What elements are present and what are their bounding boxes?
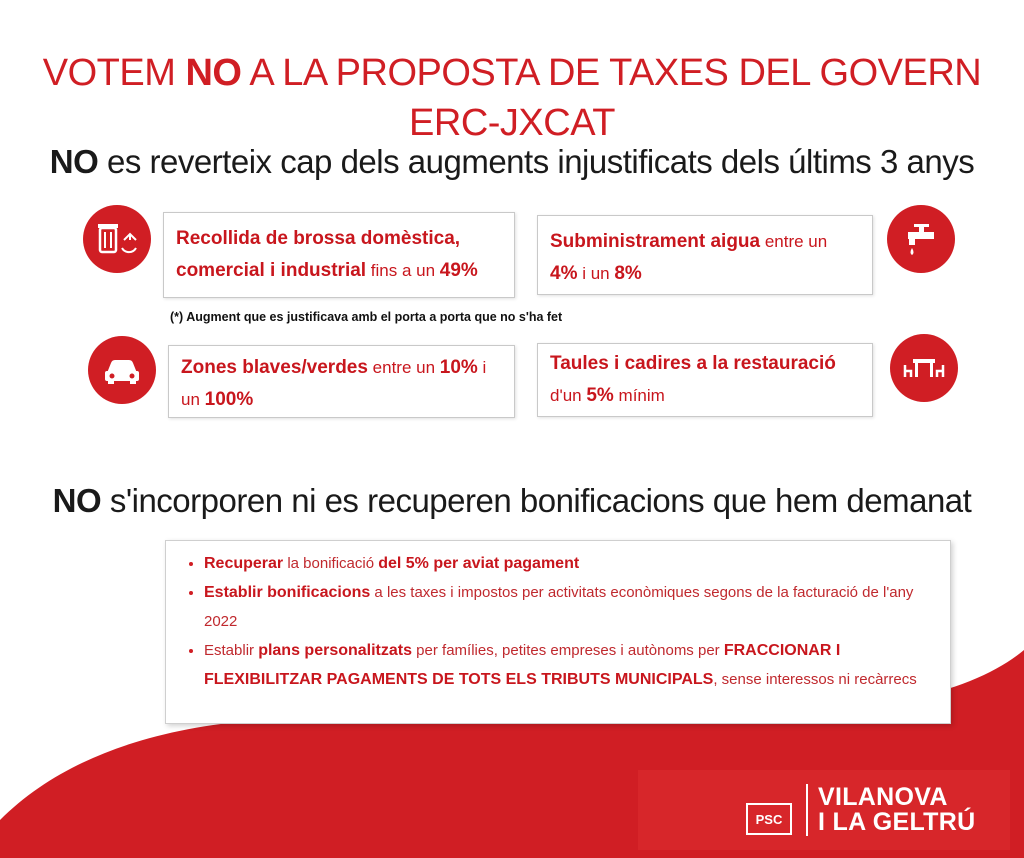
logo-divider: [806, 784, 808, 836]
list-item: Recuperar la bonificació del 5% per avia…: [204, 549, 938, 578]
section-heading-increases: NO es reverteix cap dels augments injust…: [49, 143, 975, 180]
bonuses-list: Recuperar la bonificació del 5% per avia…: [184, 549, 938, 694]
footnote: (*) Augment que es justificava amb el po…: [170, 310, 563, 324]
card-terraces: Taules i cadires a la restauració d'un 5…: [537, 343, 873, 417]
list-item: Establir plans personalitzats per famíli…: [204, 636, 938, 694]
logo-text: VILANOVA I LA GELTRÚ: [818, 783, 976, 836]
card-waste-collection: Recollida de brossa domèstica, comercial…: [163, 212, 515, 298]
psc-logo-badge: PSC: [746, 803, 792, 835]
card-parking-zones: Zones blaves/verdes entre un 10% i un 10…: [168, 345, 515, 418]
water-tap-icon: [887, 205, 955, 273]
logo-band: PSC VILANOVA I LA GELTRÚ: [638, 770, 1010, 850]
page-title: VOTEM NO A LA PROPOSTA DE TAXES DEL GOVE…: [42, 52, 982, 144]
table-chairs-icon: [890, 334, 958, 402]
list-item: Establir bonificacions a les taxes i imp…: [204, 578, 938, 636]
card-water-supply: Subministrament aigua entre un 4% i un 8…: [537, 215, 873, 295]
bonuses-list-box: Recuperar la bonificació del 5% per avia…: [165, 540, 951, 724]
waste-recycling-icon: [83, 205, 151, 273]
section-heading-bonuses: NO s'incorporen ni es recuperen bonifica…: [52, 482, 972, 519]
car-icon: [88, 336, 156, 404]
